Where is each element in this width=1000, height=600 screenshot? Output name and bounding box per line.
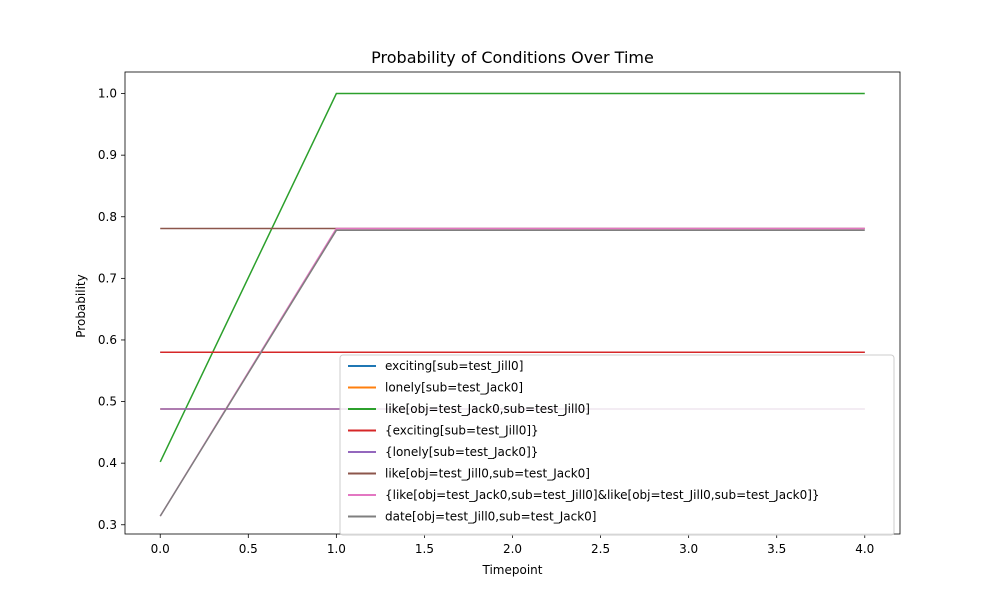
- x-tick-label: 1.0: [327, 542, 346, 556]
- chart-title: Probability of Conditions Over Time: [371, 48, 654, 67]
- legend-label-4: {exciting[sub=test_Jill0]}: [385, 424, 539, 438]
- y-tick-label: 0.8: [98, 210, 117, 224]
- y-tick-label: 0.6: [98, 333, 117, 347]
- legend-label-6: like[obj=test_Jill0,sub=test_Jack0]: [385, 467, 590, 481]
- legend-label-5: {lonely[sub=test_Jack0]}: [385, 445, 538, 459]
- y-tick-label: 1.0: [98, 87, 117, 101]
- x-axis-label: Timepoint: [482, 563, 543, 577]
- x-tick-label: 2.0: [503, 542, 522, 556]
- x-tick-label: 4.0: [855, 542, 874, 556]
- x-tick-label: 0.0: [151, 542, 170, 556]
- y-axis: 0.3 0.4 0.5 0.6 0.7 0.8 0.9 1.0: [98, 87, 125, 532]
- y-tick-label: 0.4: [98, 456, 117, 470]
- x-tick-label: 0.5: [239, 542, 258, 556]
- y-tick-label: 0.5: [98, 395, 117, 409]
- x-tick-label: 1.5: [415, 542, 434, 556]
- series-line-8: [159, 229, 865, 517]
- series-line-3: [159, 92, 865, 463]
- x-tick-label: 3.0: [679, 542, 698, 556]
- x-tick-label: 3.5: [767, 542, 786, 556]
- legend-label-2: lonely[sub=test_Jack0]: [385, 381, 523, 395]
- legend-label-1: exciting[sub=test_Jill0]: [385, 359, 523, 373]
- x-tick-label: 2.5: [591, 542, 610, 556]
- legend-box: [339, 354, 895, 536]
- y-axis-label: Probability: [74, 274, 88, 337]
- legend: exciting[sub=test_Jill0] lonely[sub=test_…: [339, 354, 895, 536]
- y-tick-label: 0.7: [98, 271, 117, 285]
- y-tick-label: 0.9: [98, 148, 117, 162]
- legend-label-7: {like[obj=test_Jack0,sub=test_Jill0]&lik…: [385, 488, 820, 502]
- x-axis: 0.0 0.5 1.0 1.5 2.0 2.5 3.0 3.5 4.0: [151, 534, 874, 556]
- legend-label-3: like[obj=test_Jack0,sub=test_Jill0]: [385, 402, 590, 416]
- legend-label-8: date[obj=test_Jill0,sub=test_Jack0]: [385, 510, 596, 524]
- y-tick-label: 0.3: [98, 518, 117, 532]
